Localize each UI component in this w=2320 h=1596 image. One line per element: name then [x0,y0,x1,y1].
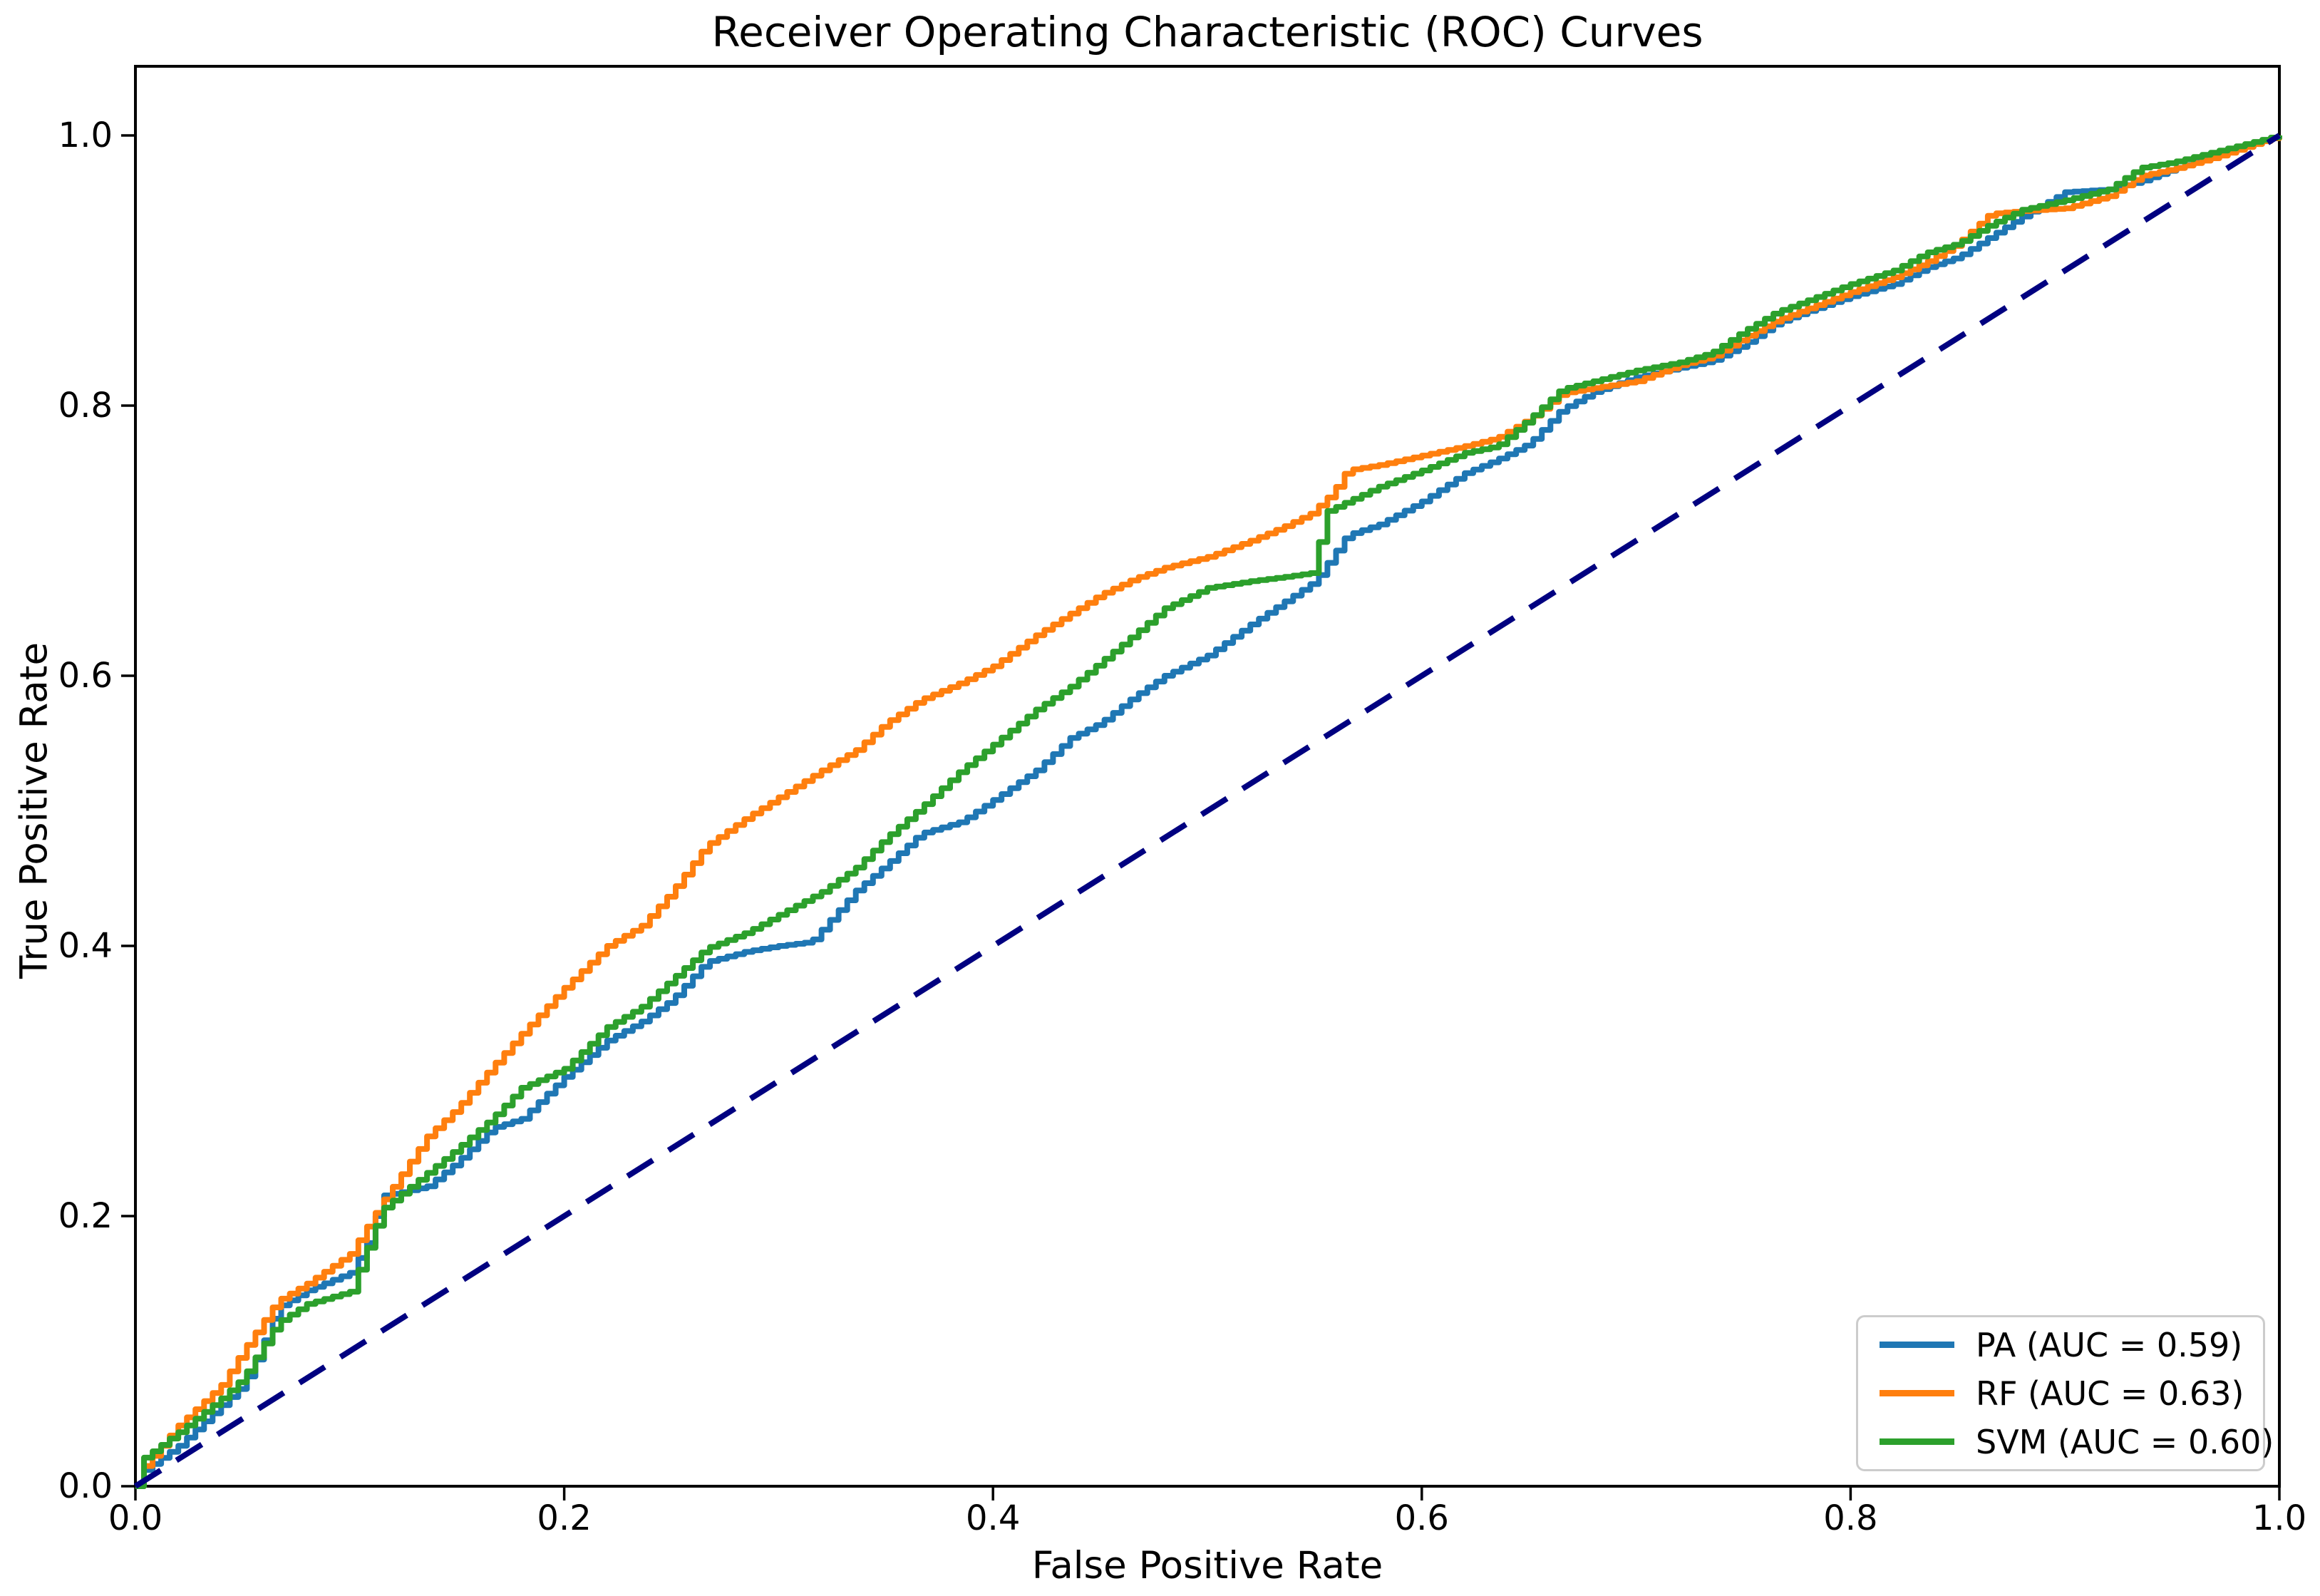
x-tick-label: 0.4 [966,1498,1021,1538]
y-tick-label: 0.8 [58,386,113,426]
roc-curve-pa [135,135,2282,1489]
y-tick-label: 0.2 [58,1196,113,1236]
legend-label-pa: PA (AUC = 0.59) [1976,1325,2243,1364]
roc-curve-rf [135,135,2282,1489]
axes-frame [134,65,2281,1488]
legend-row-svm: SVM (AUC = 0.60) [1880,1423,2274,1461]
legend-row-rf: RF (AUC = 0.63) [1880,1374,2263,1413]
svm-line-swatch [1880,1438,1954,1445]
x-axis-label: False Positive Rate [1031,1544,1383,1587]
rf-line-swatch [1880,1390,1954,1396]
x-tick-label: 0.8 [1823,1498,1878,1538]
x-tick-label: 0.6 [1394,1498,1449,1538]
x-tick-label: 0.0 [108,1498,163,1538]
x-tick-label: 0.2 [537,1498,592,1538]
x-tick-label: 1.0 [2252,1498,2307,1538]
y-tick-label: 0.4 [58,926,113,966]
legend: PA (AUC = 0.59) RF (AUC = 0.63) SVM (AUC… [1856,1315,2274,1471]
y-tick-label: 0.0 [58,1466,113,1506]
chance-line [133,133,2282,1489]
pa-line-swatch [1880,1342,1954,1348]
legend-label-rf: RF (AUC = 0.63) [1976,1374,2244,1413]
chart-title: Receiver Operating Characteristic (ROC) … [711,8,1703,56]
legend-label-svm: SVM (AUC = 0.60) [1976,1422,2274,1461]
y-tick-label: 0.6 [58,656,113,696]
roc-curve-svm [135,135,2282,1489]
y-tick-label: 1.0 [58,115,113,155]
legend-row-pa: PA (AUC = 0.59) [1880,1326,2263,1364]
